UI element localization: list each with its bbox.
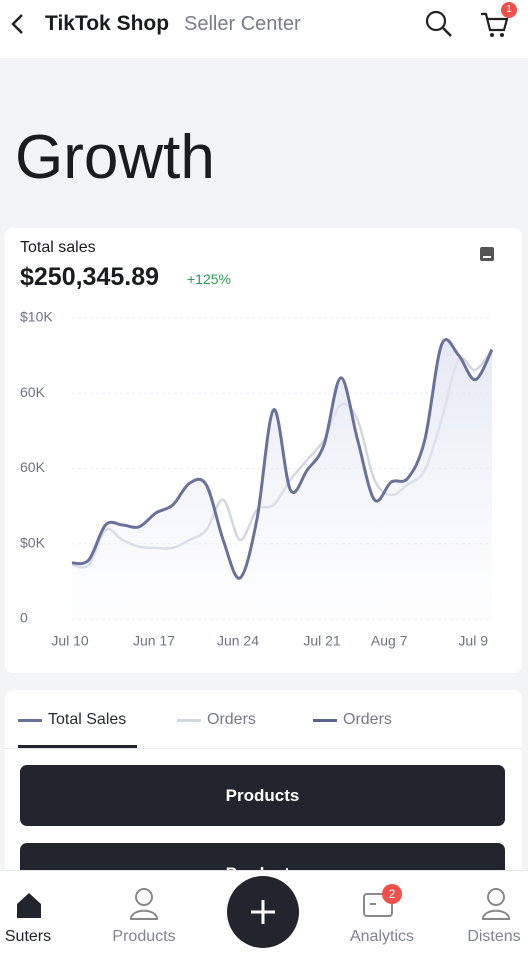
y-tick-label: $0K (20, 534, 46, 550)
chart: 0 $0K 60K 60K $10K Jul 10 Jun 17 Jun 24 Jul 21 Au… (20, 309, 494, 649)
card-label: Total sales (20, 239, 96, 256)
back-button[interactable] (8, 12, 28, 36)
x-tick-label: Aug 7 (371, 633, 408, 649)
legend-label[interactable]: Orders (207, 711, 256, 728)
nav-label: Products (112, 928, 176, 945)
brand: TikTok Shop (45, 12, 170, 35)
add-button[interactable] (227, 876, 299, 948)
nav-label: Suters (4, 928, 52, 945)
header: TikTok Shop Seller Center 1 (0, 0, 528, 58)
cart-badge: 1 (501, 2, 517, 18)
profile-icon[interactable] (480, 886, 512, 922)
products-icon[interactable] (128, 886, 160, 922)
tab-underline (18, 745, 137, 748)
cart-button[interactable] (478, 8, 512, 40)
y-tick-label: 0 (20, 610, 28, 626)
area (72, 339, 492, 619)
x-tick-label: Jul 9 (458, 633, 488, 649)
nav-badge: 2 (382, 884, 402, 904)
page-title: Growth (15, 123, 215, 192)
nav-label: Distens (467, 928, 521, 945)
y-tick-label: $10K (20, 309, 53, 325)
legend-swatch (177, 719, 201, 722)
legend: Total Sales Orders Orders (0, 709, 528, 749)
divider (5, 748, 522, 749)
download-button[interactable] (479, 246, 495, 262)
legend-swatch (18, 719, 42, 722)
legend-label[interactable]: Orders (343, 711, 392, 728)
y-tick-label: 60K (20, 384, 46, 400)
y-tick-label: 60K (20, 459, 46, 475)
x-tick-label: Jul 21 (303, 633, 341, 649)
card-amount: $250,345.89 (20, 263, 160, 291)
section: Seller Center (184, 13, 301, 35)
legend-swatch (313, 719, 337, 722)
home-icon[interactable] (14, 890, 44, 920)
x-tick-label: Jul 10 (51, 633, 89, 649)
nav-label: Analytics (349, 928, 415, 945)
x-tick-label: Jun 17 (133, 633, 175, 649)
card-change: +125% (187, 271, 231, 287)
products-button[interactable]: Products (20, 765, 505, 826)
x-tick-label: Jun 24 (217, 633, 259, 649)
search-button[interactable] (424, 9, 454, 39)
legend-label[interactable]: Total Sales (48, 711, 127, 728)
line (71, 338, 494, 580)
analytics-icon[interactable] (362, 890, 394, 920)
